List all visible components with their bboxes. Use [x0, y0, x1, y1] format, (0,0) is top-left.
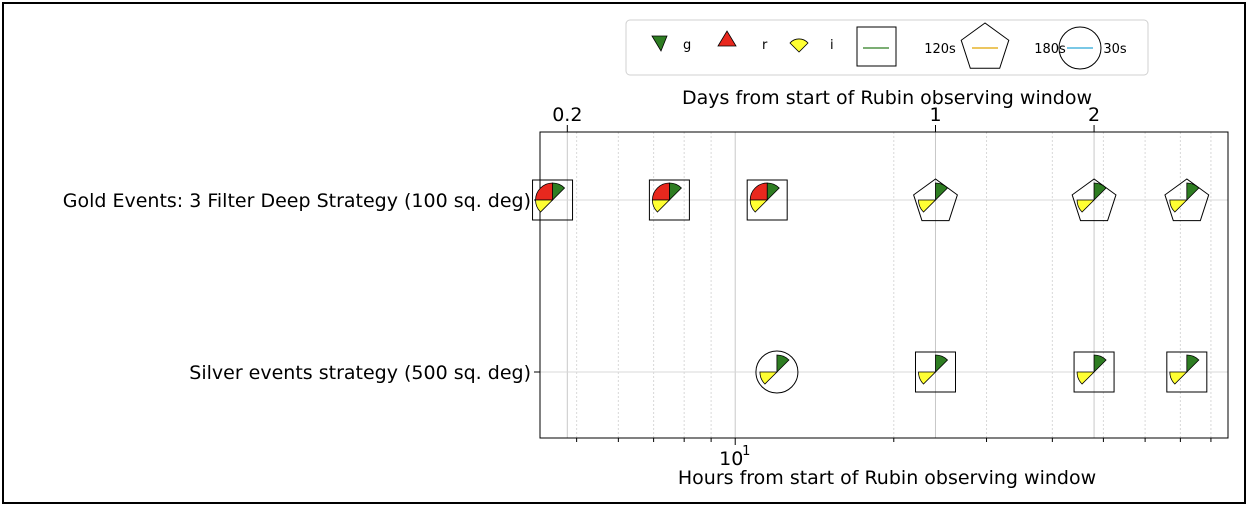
legend-180s-label: 180s — [1034, 42, 1066, 57]
filter-g-wedge — [1186, 182, 1200, 201]
legend-g-marker — [651, 35, 668, 52]
observation-marker — [532, 179, 574, 221]
y-axis-labels: Gold Events: 3 Filter Deep Strategy (100… — [63, 190, 540, 384]
filter-g-wedge — [1186, 354, 1200, 373]
observation-marker — [755, 350, 799, 394]
legend-r-marker — [717, 30, 737, 47]
legend-30s-circle — [1058, 26, 1102, 70]
exposure-120s-marker — [1073, 351, 1115, 393]
legend-g-label: g — [683, 38, 691, 53]
filter-g-wedge — [766, 182, 780, 201]
legend-120s-label: 120s — [924, 42, 956, 57]
observation-marker — [746, 179, 788, 221]
bottom-axis-title: Hours from start of Rubin observing wind… — [678, 467, 1096, 489]
legend-i-marker — [789, 38, 809, 53]
filter-i-wedge — [1169, 371, 1188, 385]
filter-i-wedge — [1076, 199, 1096, 213]
observation-marker — [914, 351, 956, 393]
legend-r-label: r — [762, 38, 768, 53]
legend-120s-box — [856, 26, 897, 67]
plot-area — [539, 131, 1229, 439]
legend: g r i 120s 180s 30s — [625, 19, 1149, 76]
filter-i-wedge — [759, 371, 778, 385]
exposure-180s-marker — [913, 178, 958, 222]
observation-marker — [1071, 178, 1117, 222]
exposure-180s-marker — [1071, 178, 1117, 222]
top-tick-label: 0.2 — [552, 104, 582, 126]
filter-i-wedge — [1076, 371, 1096, 385]
top-tick-label: 1 — [929, 104, 941, 126]
legend-30s-label: 30s — [1103, 42, 1127, 57]
y-category-label: Silver events strategy (500 sq. deg) — [189, 362, 531, 384]
filter-g-wedge — [776, 354, 790, 373]
observation-marker — [1166, 351, 1208, 393]
filter-g-wedge — [935, 354, 949, 373]
filter-r-wedge — [651, 182, 670, 201]
filter-g-wedge — [552, 182, 566, 201]
top-tick-label: 2 — [1088, 104, 1100, 126]
filter-i-wedge — [918, 371, 937, 385]
filter-i-wedge — [749, 199, 769, 213]
data-marks — [532, 178, 1210, 394]
filter-g-wedge — [668, 182, 682, 201]
legend-i-label: i — [830, 38, 834, 53]
legend-180s-pentagon — [960, 22, 1010, 69]
observation-marker — [1164, 178, 1210, 222]
filter-i-wedge — [918, 199, 937, 213]
observation-marker — [648, 179, 690, 221]
filter-i-wedge — [1169, 199, 1188, 213]
x-tick-exponent: 1 — [742, 444, 750, 459]
observation-marker — [913, 178, 958, 222]
filter-g-wedge — [1093, 182, 1107, 201]
exposure-120s-marker — [1166, 351, 1208, 393]
exposure-30s-marker — [755, 350, 799, 394]
y-category-label: Gold Events: 3 Filter Deep Strategy (100… — [63, 190, 531, 212]
filter-r-wedge — [535, 182, 553, 201]
exposure-120s-marker — [648, 179, 690, 221]
filter-g-wedge — [1093, 354, 1107, 373]
exposure-180s-marker — [1164, 178, 1210, 222]
grid — [540, 132, 1228, 438]
exposure-120s-marker — [746, 179, 788, 221]
x-tick-label: 10 — [719, 448, 743, 470]
filter-g-wedge — [935, 182, 949, 201]
exposure-120s-marker — [914, 351, 956, 393]
exposure-120s-marker — [532, 179, 574, 221]
top-axis-title: Days from start of Rubin observing windo… — [682, 87, 1092, 109]
filter-r-wedge — [749, 182, 768, 201]
filter-i-wedge — [651, 199, 671, 213]
observation-marker — [1073, 351, 1115, 393]
filter-i-wedge — [535, 199, 554, 213]
